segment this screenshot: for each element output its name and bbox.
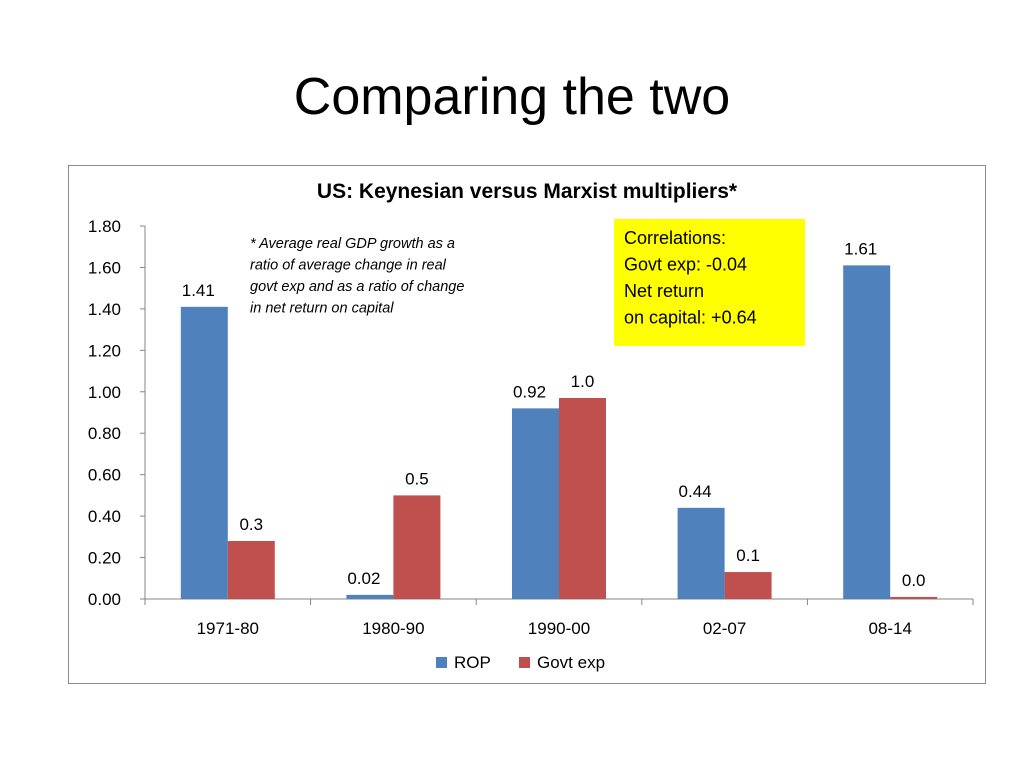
chart-title: US: Keynesian versus Marxist multipliers… bbox=[317, 180, 738, 203]
bar-labels: 1.41 0.3 0.02 0.5 0.92 1.0 0.44 0.1 1.61 0.0 bbox=[182, 239, 926, 590]
legend: ROP Govt exp bbox=[436, 653, 605, 672]
data-label: 1.41 bbox=[182, 281, 215, 300]
footnote: * Average real GDP growth as a ratio of a… bbox=[250, 236, 464, 317]
bar-rop bbox=[512, 408, 559, 599]
correlation-line: Govt exp: -0.04 bbox=[624, 255, 747, 275]
bar-govt-exp bbox=[890, 596, 938, 599]
y-tick-label: 0.40 bbox=[88, 507, 121, 526]
data-label: 0.92 bbox=[513, 382, 546, 401]
footnote-line: * Average real GDP growth as a bbox=[250, 236, 455, 252]
correlation-box: Correlations: Govt exp: -0.04 Net return on… bbox=[614, 219, 805, 346]
y-tick-label: 0.80 bbox=[88, 424, 121, 443]
correlation-line: on capital: +0.64 bbox=[624, 308, 757, 328]
bar-rop bbox=[677, 507, 725, 599]
x-tick-label: 1990-00 bbox=[528, 619, 590, 638]
y-tick-label: 1.00 bbox=[88, 383, 121, 402]
y-tick-label: 1.60 bbox=[88, 258, 121, 277]
bar-govt-exp bbox=[559, 397, 606, 599]
x-tick-label: 08-14 bbox=[868, 619, 911, 638]
bar-rop bbox=[843, 265, 891, 599]
y-tick-label: 1.80 bbox=[88, 217, 121, 236]
chart-frame bbox=[68, 165, 986, 684]
correlation-line: Correlations: bbox=[624, 228, 726, 248]
data-label: 1.61 bbox=[844, 239, 877, 258]
bar-rop bbox=[180, 306, 228, 599]
footnote-line: govt exp and as a ratio of change bbox=[250, 279, 464, 295]
data-label: 0.1 bbox=[736, 546, 760, 565]
x-axis: 1971-80 1980-90 1990-00 02-07 08-14 bbox=[144, 598, 974, 638]
bars bbox=[180, 265, 938, 599]
x-tick-label: 02-07 bbox=[703, 619, 746, 638]
y-tick-label: 0.00 bbox=[88, 590, 121, 609]
legend-swatch bbox=[519, 657, 530, 668]
data-label: 1.0 bbox=[571, 372, 595, 391]
y-tick-label: 1.20 bbox=[88, 341, 121, 360]
correlation-box-bg bbox=[614, 219, 805, 346]
footnote-line: in net return on capital bbox=[250, 301, 394, 317]
footnote-line: ratio of average change in real bbox=[250, 258, 447, 274]
y-tick-label: 0.20 bbox=[88, 549, 121, 568]
legend-label: Govt exp bbox=[537, 653, 605, 672]
data-label: 0.5 bbox=[405, 469, 429, 488]
data-label: 0.44 bbox=[679, 482, 712, 501]
slide-title: Comparing the two bbox=[293, 68, 731, 126]
legend-label: ROP bbox=[454, 653, 491, 672]
legend-swatch bbox=[436, 657, 447, 668]
y-axis: 0.00 0.20 0.40 0.60 0.80 1.00 1.20 1.40 1.60 1.80 bbox=[88, 217, 146, 609]
data-label: 0.3 bbox=[239, 515, 263, 534]
bar-govt-exp bbox=[227, 540, 275, 599]
bar-govt-exp bbox=[724, 572, 772, 599]
x-tick-label: 1971-80 bbox=[197, 619, 259, 638]
data-label: 0.02 bbox=[347, 569, 380, 588]
bar-rop bbox=[346, 594, 394, 599]
y-tick-label: 1.40 bbox=[88, 300, 121, 319]
correlation-line: Net return bbox=[624, 281, 704, 301]
y-tick-label: 0.60 bbox=[88, 466, 121, 485]
bar-govt-exp bbox=[393, 495, 441, 599]
data-label: 0.0 bbox=[902, 571, 926, 590]
x-tick-label: 1980-90 bbox=[362, 619, 424, 638]
